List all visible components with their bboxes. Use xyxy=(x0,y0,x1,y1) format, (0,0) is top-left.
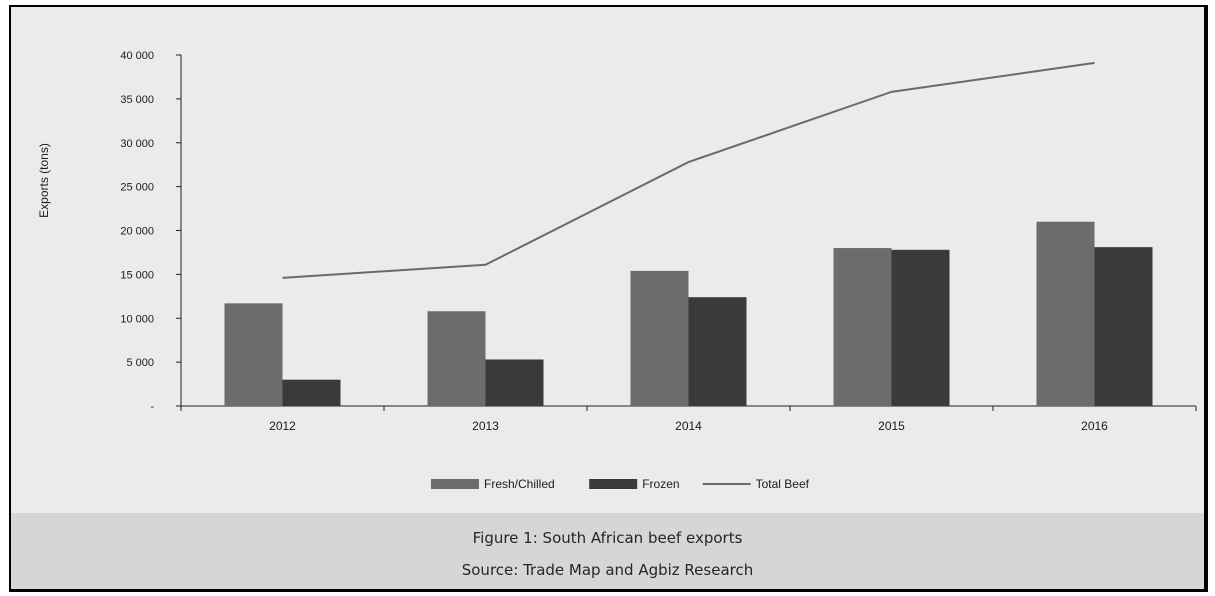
y-tick-label: 25 000 xyxy=(120,182,154,194)
x-tick-label: 2015 xyxy=(878,419,905,433)
bar-frozen xyxy=(891,249,950,406)
legend-label-fresh-chilled: Fresh/Chilled xyxy=(484,477,555,491)
y-tick-label: 20 000 xyxy=(120,226,154,238)
y-tick-label: 5 000 xyxy=(126,357,154,369)
beef-exports-chart: - 5 000 10 000 15 000 20 000 25 000 30 000 35 0… xyxy=(37,50,1197,491)
x-tick-label: 2016 xyxy=(1081,419,1108,433)
bar-fresh-chilled xyxy=(833,248,892,406)
legend-swatch-fresh-chilled xyxy=(431,479,479,489)
legend-label-frozen: Frozen xyxy=(642,477,679,491)
y-tick-label: 15 000 xyxy=(120,269,154,281)
y-axis-title: Exports (tons) xyxy=(37,143,51,218)
bar-fresh-chilled xyxy=(630,270,689,406)
y-tick-label: 40 000 xyxy=(120,50,154,62)
bar-fresh-chilled xyxy=(224,303,283,406)
legend-label-total-beef: Total Beef xyxy=(756,477,810,491)
bar-frozen xyxy=(688,297,747,406)
line-total-beef xyxy=(282,61,1095,279)
caption-source: Source: Trade Map and Agbiz Research xyxy=(461,561,754,579)
y-tick-label: 10 000 xyxy=(120,313,154,325)
x-tick-label: 2013 xyxy=(472,419,499,433)
x-tick-label: 2012 xyxy=(269,419,296,433)
figure-frame: - 5 000 10 000 15 000 20 000 25 000 30 000 35 0… xyxy=(9,5,1208,592)
plot-area: - 5 000 10 000 15 000 20 000 25 000 30 000 35 0… xyxy=(11,7,1204,513)
figure-caption: Figure 1: South African beef exports Sou… xyxy=(11,513,1204,589)
bar-frozen xyxy=(1094,247,1153,406)
x-tick-label: 2014 xyxy=(675,419,702,433)
bar-fresh-chilled xyxy=(427,311,486,406)
y-tick-label: - xyxy=(150,401,154,413)
legend-swatch-frozen xyxy=(589,479,638,489)
bar-frozen xyxy=(485,359,544,406)
bar-fresh-chilled xyxy=(1036,221,1095,406)
caption-title: Figure 1: South African beef exports xyxy=(472,529,743,547)
y-tick-label: 35 000 xyxy=(120,94,154,106)
y-tick-label: 30 000 xyxy=(120,138,154,150)
bar-frozen xyxy=(282,379,341,406)
